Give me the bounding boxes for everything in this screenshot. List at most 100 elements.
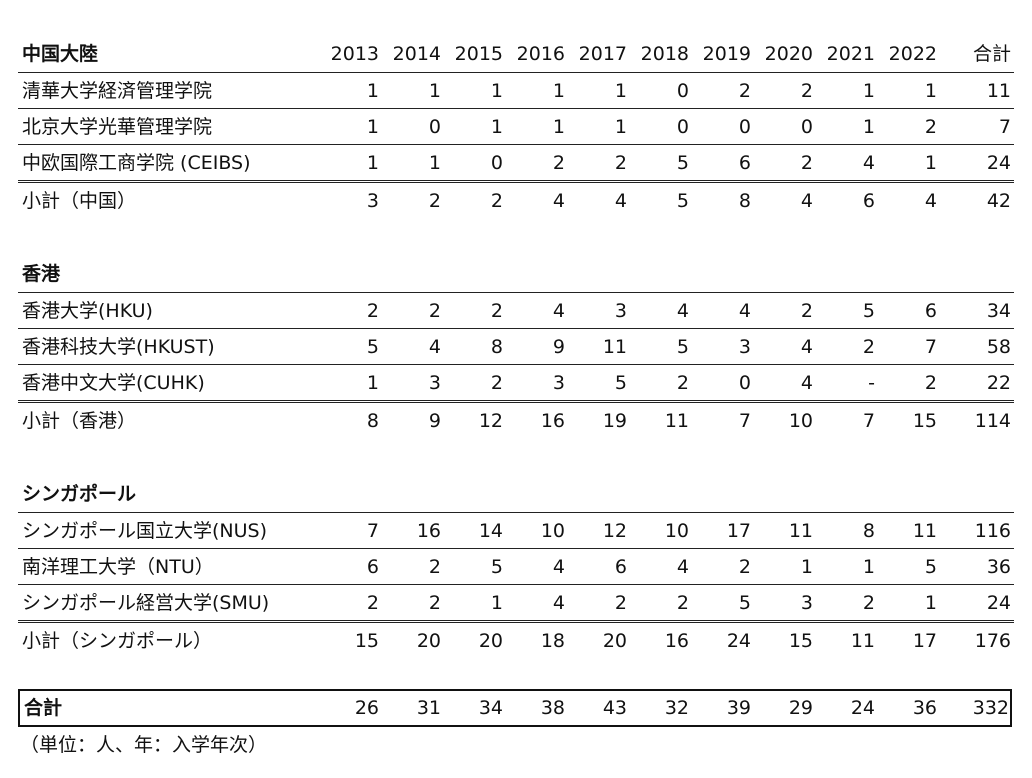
column-header: 2020 [754,36,816,73]
column-header: 2015 [444,36,506,73]
year-count-cell: 16 [382,512,444,549]
subtotal-cell: 8 [738,190,751,212]
year-count-cell: 1 [320,108,382,145]
year-count-cell: 4 [506,292,568,329]
year-count-cell: 5 [630,328,692,365]
subtotal-cell: 4 [800,190,813,212]
year-count-cell: 4 [630,292,692,329]
column-header: 2022 [878,36,940,73]
subtotal-cell: 15 [912,410,937,432]
table-row: 清華大学経済管理学院 1 1 1 1 1 0 2 2 1 1 11 [18,72,1014,109]
year-count-cell: 4 [630,548,692,585]
school-name: 清華大学経済管理学院 [18,72,320,109]
year-count-cell: 12 [568,512,630,549]
grand-total-cell: 32 [664,697,689,719]
year-count-cell: 2 [444,364,506,403]
grand-total-cell: 24 [850,697,875,719]
column-header: 2014 [382,36,444,73]
school-name: 香港中文大学(CUHK) [18,364,320,403]
subtotal-cell: 11 [664,410,689,432]
section-header-row: シンガポール [18,476,1014,513]
school-name: シンガポール経営大学(SMU) [18,584,320,623]
year-count-cell: 1 [382,72,444,109]
year-count-cell: 1 [878,72,940,109]
subtotal-cell: 5 [676,190,689,212]
year-count-cell: 5 [816,292,878,329]
year-count-cell: 0 [692,108,754,145]
grand-total-cell: 31 [416,697,441,719]
subtotal-cell: 176 [974,630,1011,652]
section-header-row: 香港 [18,256,1014,293]
grand-total-cell: 26 [354,697,379,719]
year-count-cell: 17 [692,512,754,549]
row-total-cell: 22 [940,364,1014,403]
year-count-cell: 2 [568,144,630,183]
year-count-cell: 11 [754,512,816,549]
year-count-cell: 4 [816,144,878,183]
grand-total-table: 合計 26 31 34 38 43 32 39 29 24 36 332 [20,691,1012,725]
header-row: 中国大陸 2013 2014 2015 2016 2017 2018 2019 … [18,36,1014,73]
year-count-cell: 2 [630,364,692,403]
year-count-cell: 2 [692,72,754,109]
year-count-cell: 9 [506,328,568,365]
subtotal-cell: 4 [614,190,627,212]
year-count-cell: 14 [444,512,506,549]
subtotal-cell: 4 [924,190,937,212]
subtotal-cell: 2 [428,190,441,212]
year-count-cell: 2 [630,584,692,623]
subtotal-cell: 10 [788,410,813,432]
subtotal-cell: 19 [602,410,627,432]
year-count-cell: 1 [754,548,816,585]
year-count-cell: 10 [630,512,692,549]
row-total-cell: 34 [940,292,1014,329]
year-count-cell: 2 [444,292,506,329]
year-count-cell: 6 [320,548,382,585]
grand-total-cell: 36 [912,697,937,719]
school-name: 香港大学(HKU) [18,292,320,329]
year-count-cell: 0 [444,144,506,183]
table-row: 香港中文大学(CUHK) 1 3 2 3 5 2 0 4-2 22 [18,364,1014,403]
column-header: 2019 [692,36,754,73]
subtotal-cell: 11 [850,630,875,652]
year-count-cell: 1 [568,108,630,145]
year-count-cell: 3 [382,364,444,403]
subtotal-row: 小計（シンガポール） 15 20 20 18 20 16 24 15 11 17 176 [18,622,1014,660]
table-row: 香港大学(HKU) 2 2 2 4 3 4 4 2 5 6 34 [18,292,1014,329]
subtotal-cell: 17 [912,630,937,652]
subtotal-cell: 20 [478,630,503,652]
year-count-cell: 4 [692,292,754,329]
year-count-cell: 1 [320,72,382,109]
year-count-cell: 7 [878,328,940,365]
year-count-cell: 3 [754,584,816,623]
year-count-cell: 1 [382,144,444,183]
year-count-cell: 7 [320,512,382,549]
subtotal-label: 小計（香港） [22,410,137,432]
year-count-cell: 3 [506,364,568,403]
year-count-cell: 5 [568,364,630,403]
school-name: 中欧国際工商学院 (CEIBS) [18,144,320,183]
year-count-cell: 4 [754,328,816,365]
year-count-cell: 1 [444,72,506,109]
year-count-cell: 1 [320,144,382,183]
subtotal-cell: 9 [428,410,441,432]
year-count-cell: 2 [382,292,444,329]
row-total-cell: 11 [940,72,1014,109]
row-total-cell: 24 [940,144,1014,183]
grand-total-box: 合計 26 31 34 38 43 32 39 29 24 36 332 [18,689,1012,727]
year-count-cell: 1 [878,144,940,183]
section-spacer [18,439,1014,476]
row-total-cell: 7 [940,108,1014,145]
year-count-cell: 1 [816,72,878,109]
row-total-cell: 116 [940,512,1014,549]
school-name: 北京大学光華管理学院 [18,108,320,145]
subtotal-cell: 6 [862,190,875,212]
year-count-cell: 1 [816,108,878,145]
year-count-cell: 5 [878,548,940,585]
year-count-cell: 1 [878,584,940,623]
year-count-cell: 2 [320,292,382,329]
grand-total-cell: 29 [788,697,813,719]
year-count-cell: 0 [754,108,816,145]
grand-total-cell: 43 [602,697,627,719]
year-count-cell: 0 [692,364,754,403]
year-count-cell: 2 [568,584,630,623]
